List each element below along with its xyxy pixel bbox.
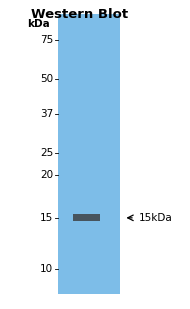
Text: kDa: kDa — [27, 19, 49, 28]
Text: 37: 37 — [40, 109, 53, 119]
Text: 50: 50 — [40, 74, 53, 84]
Text: Western Blot: Western Blot — [31, 8, 128, 21]
Text: 75: 75 — [40, 35, 53, 45]
Bar — [73, 214, 100, 221]
Text: 20: 20 — [40, 170, 53, 180]
Text: 15kDa: 15kDa — [139, 213, 173, 223]
Text: 15: 15 — [40, 213, 53, 223]
Bar — [58, 14, 120, 294]
Text: 10: 10 — [40, 264, 53, 274]
Text: 25: 25 — [40, 148, 53, 158]
